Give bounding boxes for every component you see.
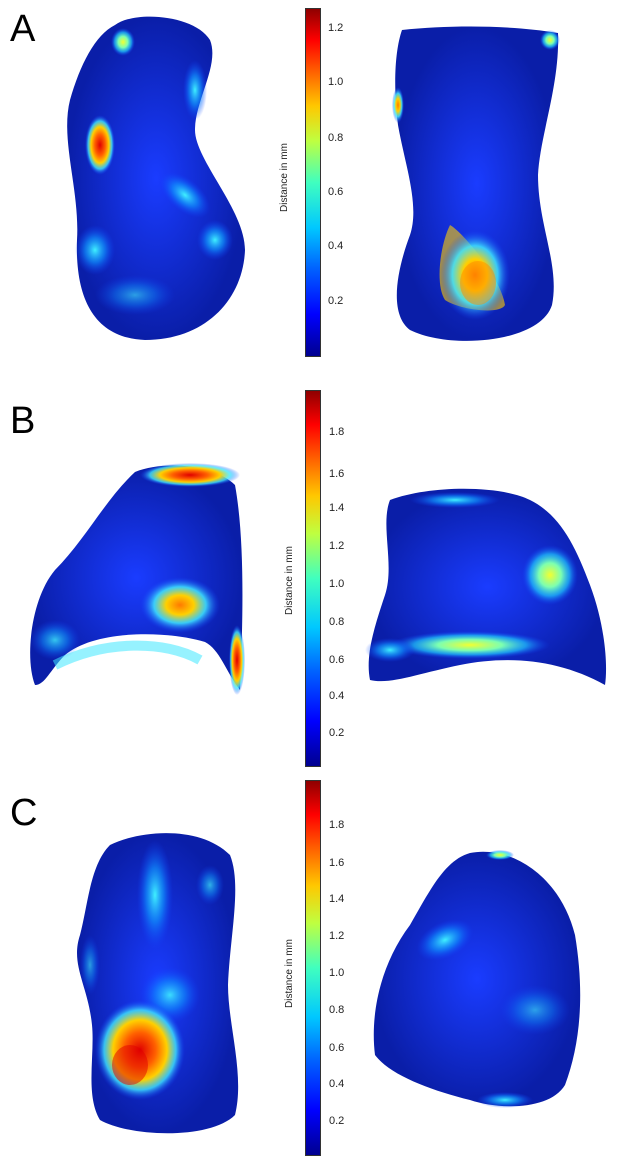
- colorbar-tick: 0.8: [328, 132, 344, 144]
- colorbar-title: Distance in mm: [284, 939, 295, 1008]
- colorbar-tick: 1.0: [329, 578, 345, 590]
- panel-letter: B: [10, 400, 36, 442]
- colorbar-a: [305, 8, 321, 357]
- colorbar-tick: 0.2: [329, 1115, 345, 1127]
- colorbar-tick: 0.6: [328, 186, 344, 198]
- colorbar-tick: 1.2: [329, 540, 345, 552]
- colorbar-tick: 0.8: [329, 1004, 345, 1016]
- panel-a: A Distance in mm 1.2 1.0 0.8 0.6 0.4 0.2: [0, 0, 618, 380]
- bone-b-right: [365, 488, 607, 685]
- colorbar-tick: 1.2: [329, 930, 345, 942]
- colorbar-tick: 1.8: [329, 819, 345, 831]
- colorbar-tick: 0.4: [328, 240, 344, 252]
- colorbar-b: [305, 390, 321, 767]
- colorbar-c: [305, 780, 321, 1156]
- colorbar-tick: 1.2: [328, 22, 344, 34]
- panel-c: C Distance in mm 1.8 1.6 1.4 1.2 1.0 0.8…: [0, 780, 618, 1156]
- bone-a-left: [67, 16, 245, 340]
- colorbar-tick: 1.4: [329, 893, 345, 905]
- colorbar-tick: 0.6: [329, 654, 345, 666]
- bone-c-left: [77, 833, 239, 1134]
- colorbar-tick: 0.4: [329, 690, 345, 702]
- colorbar-tick: 1.0: [328, 76, 344, 88]
- colorbar-tick: 1.8: [329, 426, 345, 438]
- colorbar-tick: 0.2: [328, 295, 344, 307]
- bone-a-right: [392, 26, 560, 341]
- bone-b-left: [30, 463, 245, 695]
- panel-b: B Distance in mm 1.8 1.6 1.4 1.2 1.0 0.8…: [0, 390, 618, 775]
- panel-letter: A: [10, 8, 36, 50]
- colorbar-tick: 1.4: [329, 502, 345, 514]
- colorbar-tick: 0.4: [329, 1078, 345, 1090]
- colorbar-tick: 0.2: [329, 727, 345, 739]
- colorbar-tick: 0.8: [329, 616, 345, 628]
- colorbar-tick: 1.6: [329, 468, 345, 480]
- panel-letter: C: [10, 792, 38, 834]
- colorbar-tick: 1.6: [329, 857, 345, 869]
- colorbar-title: Distance in mm: [284, 546, 295, 615]
- colorbar-title: Distance in mm: [279, 143, 290, 212]
- bone-c-right: [373, 850, 581, 1108]
- colorbar-tick: 1.0: [329, 967, 345, 979]
- colorbar-tick: 0.6: [329, 1042, 345, 1054]
